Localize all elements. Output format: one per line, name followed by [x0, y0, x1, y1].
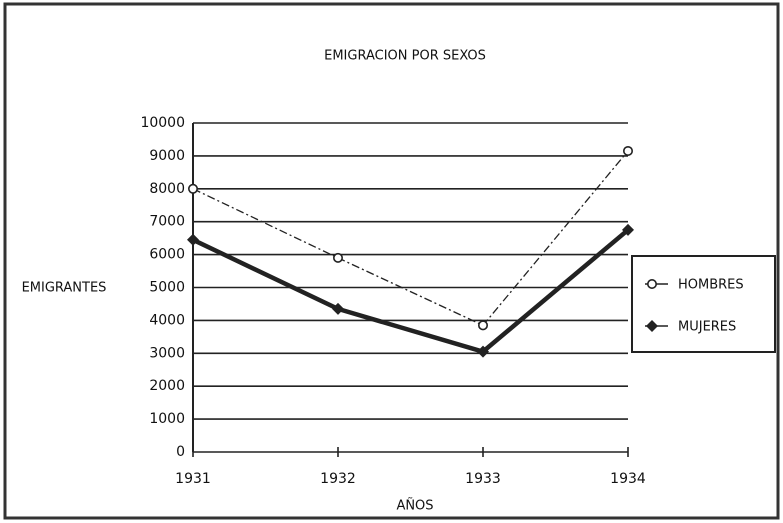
series-line [192, 228, 630, 354]
y-tick-label: 8000 [149, 181, 185, 197]
point [622, 223, 634, 236]
y-tick-label: 1000 [149, 411, 185, 427]
chart-title: EMIGRACION POR SEXOS [324, 49, 486, 64]
legend-label: HOMBRES [678, 278, 744, 293]
point [622, 145, 633, 156]
x-tick-label: 1933 [465, 471, 501, 487]
point [332, 252, 343, 263]
x-tick-label: 1931 [175, 471, 211, 487]
x-tick-label: 1932 [320, 471, 356, 487]
point [477, 345, 489, 358]
y-tick-label: 7000 [149, 214, 185, 230]
point [332, 302, 344, 315]
point [477, 320, 488, 331]
y-tick-label: 10000 [140, 115, 185, 131]
y-tick-label: 3000 [149, 345, 185, 361]
x-tick-label: 1934 [610, 471, 646, 487]
point [646, 278, 657, 289]
y-axis-label: EMIGRANTES [22, 281, 107, 296]
y-tick-label: 2000 [149, 378, 185, 394]
y-tick-label: 4000 [149, 312, 185, 328]
x-axis-label: AÑOS [396, 498, 433, 514]
point [646, 320, 658, 332]
legend: HOMBRES MUJERES [631, 255, 776, 353]
legend-box [631, 255, 776, 353]
y-tick-label: 9000 [149, 148, 185, 164]
y-tick-label: 5000 [149, 280, 185, 296]
y-tick-label: 6000 [149, 247, 185, 263]
point [188, 183, 199, 194]
series-line [192, 150, 629, 326]
point [187, 233, 199, 246]
legend-label: MUJERES [678, 320, 736, 335]
y-tick-label: 0 [176, 444, 185, 460]
